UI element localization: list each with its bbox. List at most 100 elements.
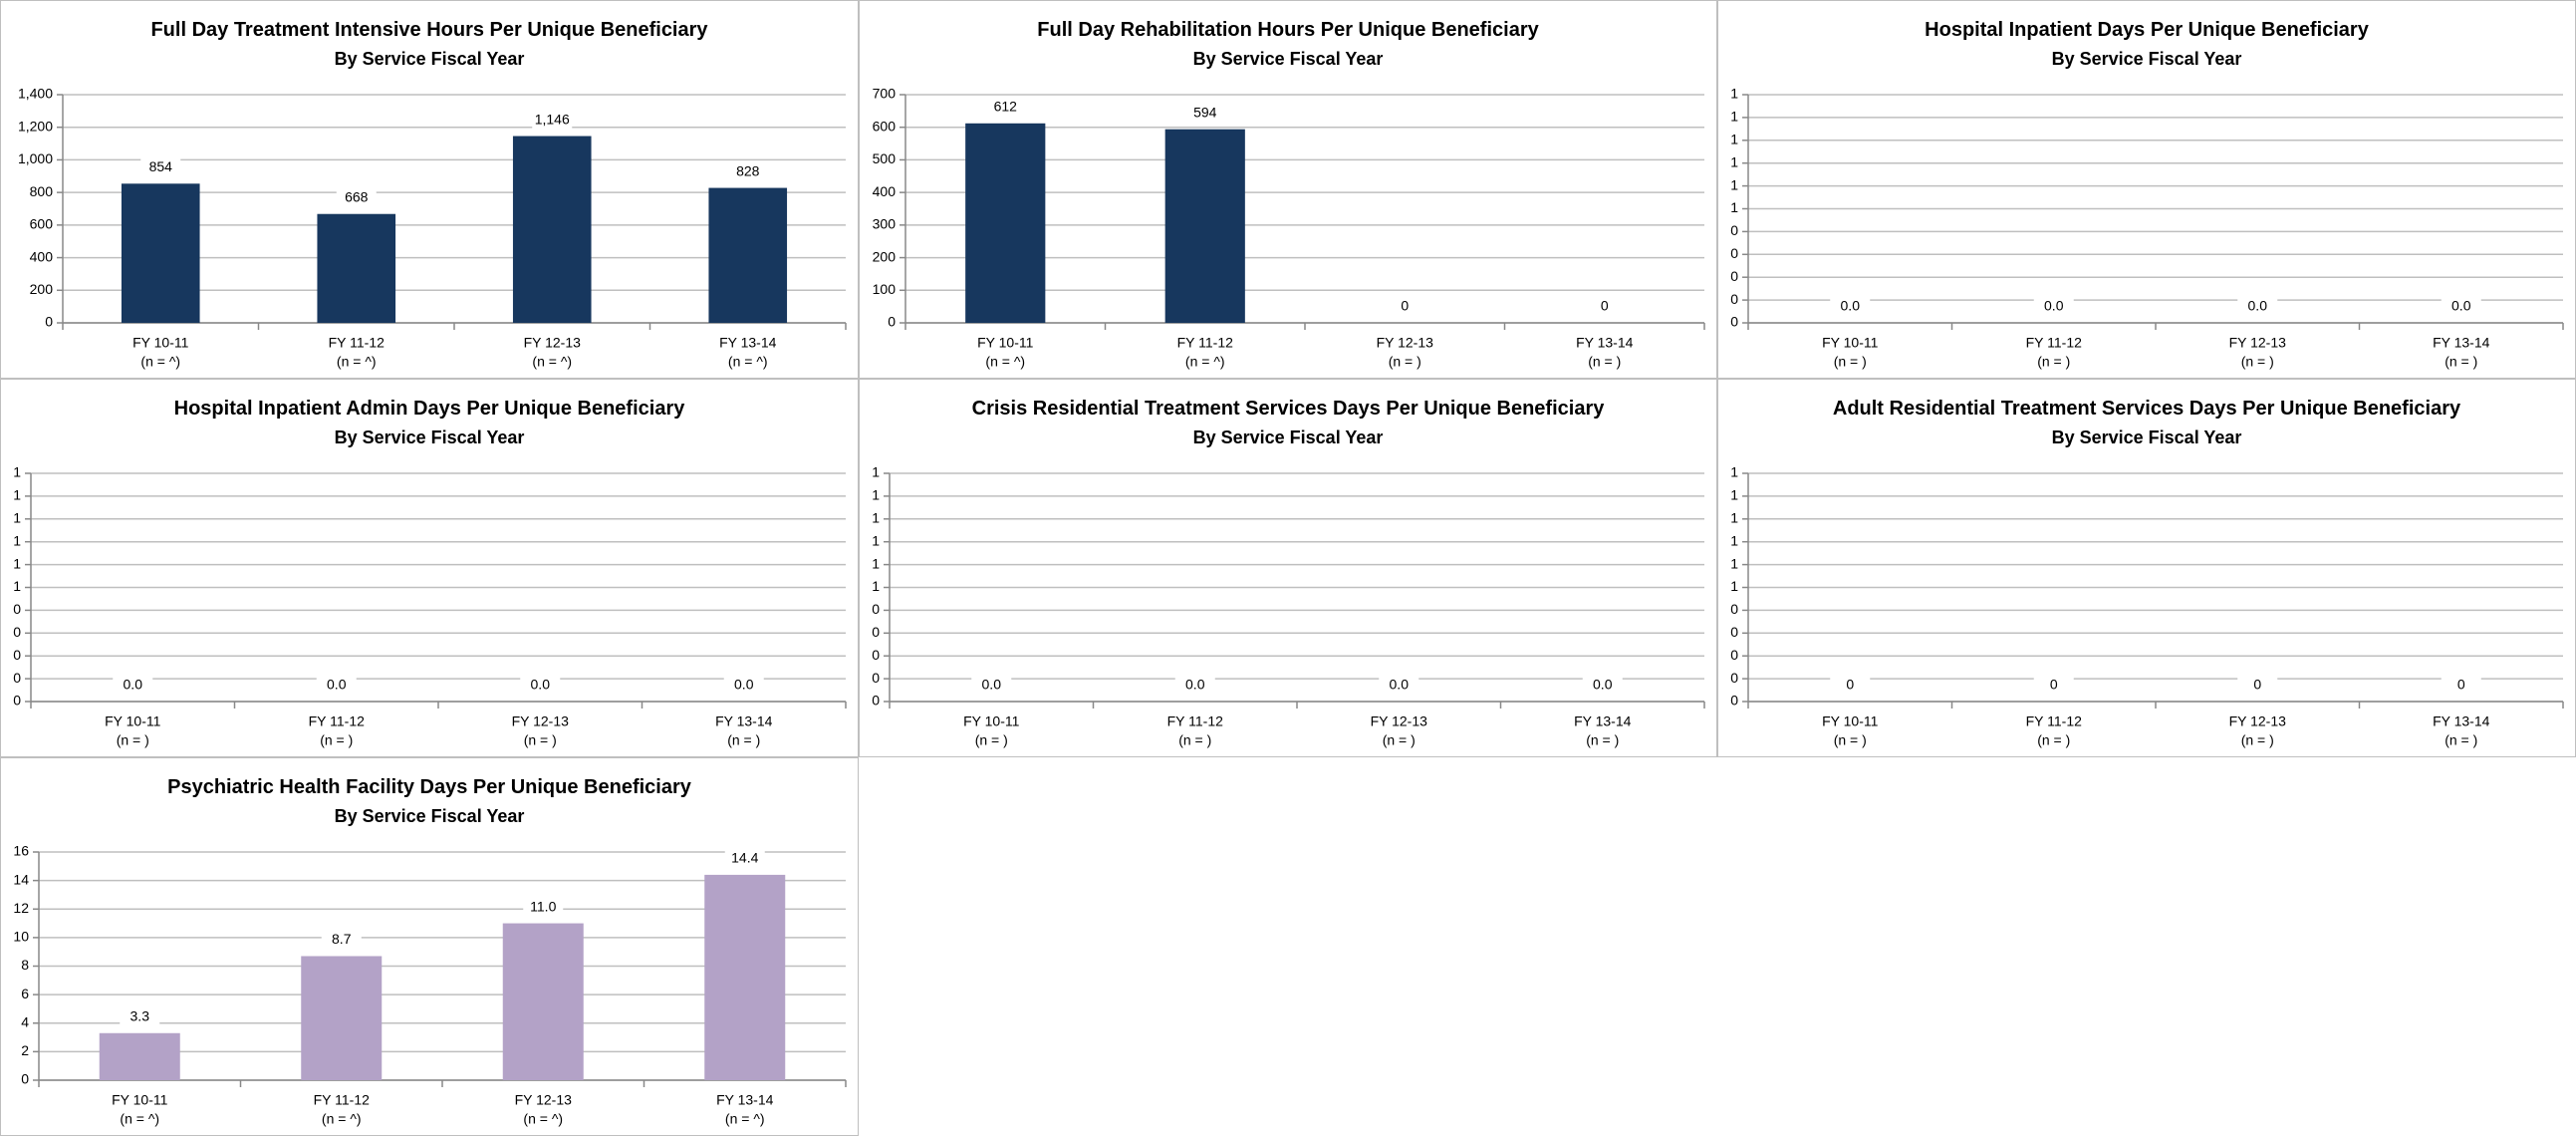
chart-title: Adult Residential Treatment Services Day… [1832, 398, 2461, 420]
x-tick-sublabel: (n = ^) [1185, 354, 1225, 370]
x-tick-sublabel: (n = ) [1178, 732, 1211, 748]
chart-title: Hospital Inpatient Admin Days Per Unique… [173, 398, 685, 420]
y-tick-label: 0 [872, 670, 880, 686]
chart: 0 2 4 6 8 10 12 14 16 3.3 FY 10-11 (n = ^) 8.7 FY 11-… [13, 843, 847, 1127]
title-block: Adult Residential Treatment Services Day… [1718, 394, 2575, 451]
chart-panel: 0 0 0 0 0 1 1 1 1 1 1 0.0 FY 10-11 (n = ) 0.0 FY 11-12 (… [1717, 0, 2576, 379]
y-tick-label: 1 [13, 464, 21, 480]
chart-title: Full Day Rehabilitation Hours Per Unique… [1037, 19, 1539, 41]
chart-title: Full Day Treatment Intensive Hours Per U… [150, 19, 708, 41]
x-tick-label: FY 12-13 [524, 335, 582, 351]
y-tick-label: 1 [13, 487, 21, 503]
value-label-bg [140, 158, 181, 177]
value-label-bg [2237, 677, 2278, 695]
x-tick-label: FY 11-12 [309, 713, 366, 729]
title-block: Hospital Inpatient Days Per Unique Benef… [1718, 15, 2575, 73]
x-tick-sublabel: (n = ) [2445, 354, 2477, 370]
x-tick-label: FY 11-12 [314, 1092, 371, 1108]
y-tick-label: 4 [21, 1013, 29, 1029]
chart-subtitle: By Service Fiscal Year [2051, 49, 2242, 69]
chart: 0 200 400 600 800 1,000 1,200 1,400 854 FY 10-11 (… [18, 86, 847, 370]
y-tick-label: 14 [13, 871, 29, 887]
x-tick-sublabel: (n = ^) [985, 354, 1025, 370]
x-tick-sublabel: (n = ^) [725, 1111, 765, 1127]
value-label: 0.0 [2451, 298, 2471, 314]
chart-title: Hospital Inpatient Days Per Unique Benef… [1925, 19, 2369, 41]
value-label-bg [724, 849, 765, 868]
value-label: 0.0 [124, 677, 143, 693]
value-label-bg [321, 931, 362, 950]
x-tick-label: FY 13-14 [2433, 713, 2490, 729]
value-label: 0.0 [2044, 298, 2064, 314]
y-tick-label: 0 [872, 624, 880, 640]
x-tick-sublabel: (n = ) [320, 732, 353, 748]
value-label-bg [1184, 104, 1225, 123]
y-tick-label: 1 [13, 578, 21, 594]
y-tick-label: 0 [13, 601, 21, 617]
value-label-bg [1174, 677, 1215, 695]
x-tick-sublabel: (n = ) [117, 732, 149, 748]
y-tick-label: 2 [21, 1042, 29, 1058]
value-label-bg [2033, 298, 2074, 316]
value-label: 0 [1601, 298, 1609, 314]
x-tick-sublabel: (n = ^) [532, 354, 572, 370]
chart-panel: 0 0 0 0 0 1 1 1 1 1 1 0 FY 10-11 (n = ) 0 FY 11-12 (n = … [1717, 379, 2576, 757]
y-tick-label: 0 [13, 670, 21, 686]
x-tick-sublabel: (n = ) [1588, 354, 1621, 370]
y-tick-label: 0 [872, 693, 880, 709]
x-tick-sublabel: (n = ) [2241, 354, 2274, 370]
y-tick-label: 1 [1730, 176, 1738, 192]
bar [708, 187, 788, 323]
chart-panel: 0 0 0 0 0 1 1 1 1 1 1 0.0 FY 10-11 (n = ) 0.0 FY 11-12 (… [859, 379, 1717, 757]
x-tick-sublabel: (n = ) [1389, 354, 1421, 370]
x-tick-label: FY 11-12 [2026, 335, 2083, 351]
value-label: 828 [736, 162, 760, 178]
y-tick-label: 0 [872, 647, 880, 663]
chart: 0 0 0 0 0 1 1 1 1 1 1 0 FY 10-11 (n = ) 0 FY 11-12 (n = … [1730, 464, 2564, 748]
y-tick-label: 8 [21, 957, 29, 973]
y-tick-label: 600 [30, 216, 54, 232]
y-tick-label: 300 [873, 216, 897, 232]
value-label: 8.7 [332, 931, 352, 947]
x-tick-label: FY 13-14 [716, 1092, 774, 1108]
x-tick-sublabel: (n = ) [1834, 732, 1867, 748]
y-tick-label: 1 [1730, 109, 1738, 125]
value-label: 0.0 [531, 677, 551, 693]
value-label: 1,146 [535, 111, 570, 127]
y-tick-label: 0 [1730, 647, 1738, 663]
bar [512, 136, 592, 323]
value-label: 11.0 [530, 898, 556, 914]
value-label-bg [316, 677, 357, 695]
y-tick-label: 10 [13, 929, 29, 945]
x-tick-label: FY 11-12 [2026, 713, 2083, 729]
y-tick-label: 0 [1730, 291, 1738, 307]
chart: 0 0 0 0 0 1 1 1 1 1 1 0.0 FY 10-11 (n = ) 0.0 FY 11-12 (… [13, 464, 847, 748]
y-tick-label: 0 [13, 624, 21, 640]
value-label: 0.0 [1841, 298, 1861, 314]
y-tick-label: 0 [21, 1071, 29, 1087]
y-tick-label: 0 [1730, 268, 1738, 284]
y-tick-label: 0 [1730, 222, 1738, 238]
chart-panel: 0 0 0 0 0 1 1 1 1 1 1 0.0 FY 10-11 (n = ) 0.0 FY 11-12 (… [0, 379, 859, 757]
y-tick-label: 1 [1730, 199, 1738, 215]
chart-subtitle: By Service Fiscal Year [334, 49, 525, 69]
x-tick-sublabel: (n = ^) [728, 354, 768, 370]
y-tick-label: 1 [1730, 153, 1738, 169]
value-label: 0 [2050, 677, 2058, 693]
y-tick-label: 1 [13, 532, 21, 548]
x-tick-sublabel: (n = ) [524, 732, 557, 748]
y-tick-label: 1 [13, 555, 21, 571]
y-tick-label: 1 [1730, 578, 1738, 594]
value-label: 668 [345, 188, 369, 204]
y-tick-label: 0 [1730, 314, 1738, 330]
x-tick-label: FY 10-11 [963, 713, 1020, 729]
value-label: 0.0 [2248, 298, 2268, 314]
y-tick-label: 100 [873, 281, 897, 297]
bar [965, 123, 1046, 323]
y-tick-label: 1 [1730, 132, 1738, 147]
value-label: 612 [994, 98, 1018, 114]
chart-subtitle: By Service Fiscal Year [334, 806, 525, 826]
x-tick-sublabel: (n = ) [1834, 354, 1867, 370]
x-tick-sublabel: (n = ^) [120, 1111, 159, 1127]
